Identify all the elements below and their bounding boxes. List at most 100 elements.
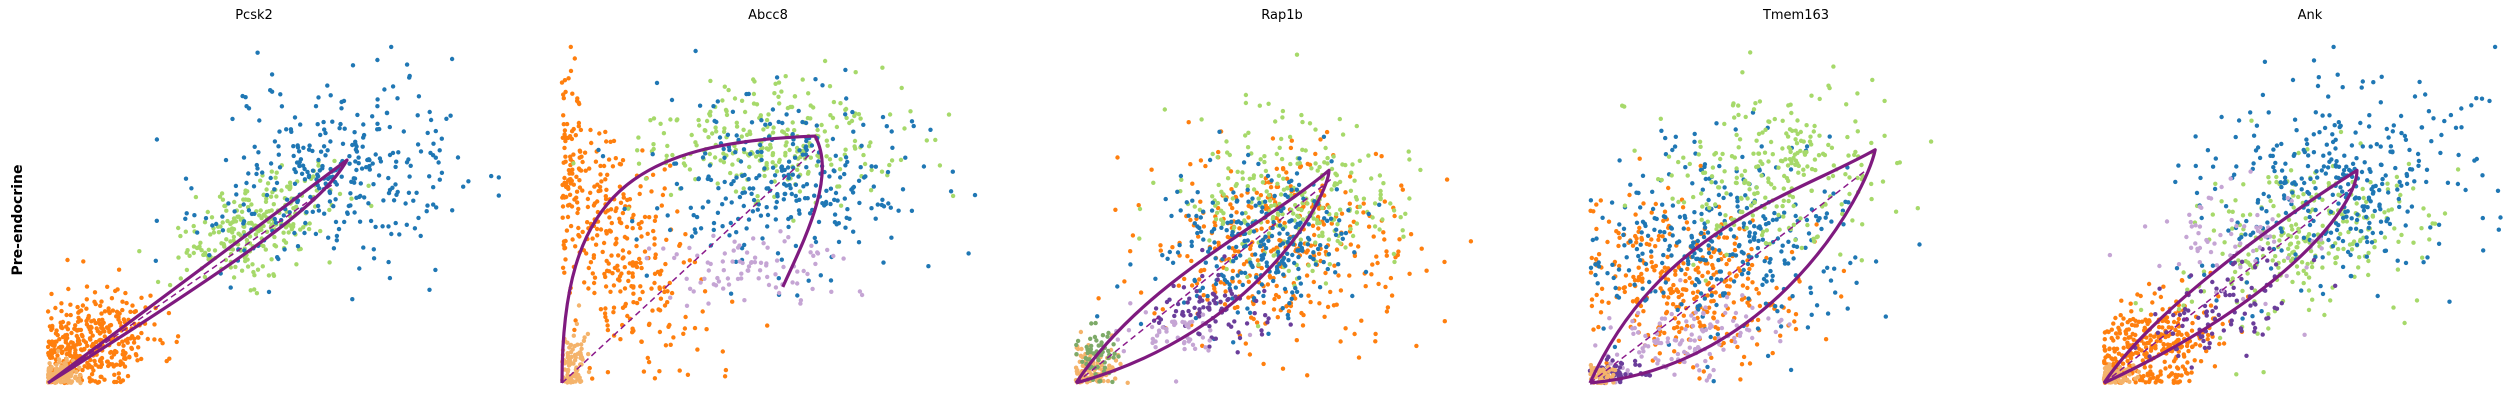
data-point (2116, 325, 2121, 330)
data-point (564, 181, 569, 186)
data-point (771, 125, 776, 130)
data-point (670, 152, 675, 158)
data-point (622, 286, 628, 291)
data-point (781, 130, 787, 135)
data-point (376, 173, 382, 178)
data-point (1632, 148, 1637, 153)
data-point (1765, 353, 1771, 359)
data-point (596, 147, 601, 153)
data-point (617, 219, 623, 225)
data-point (1787, 296, 1792, 301)
data-point (666, 324, 671, 329)
data-point (373, 152, 378, 157)
data-point (1197, 314, 1202, 319)
data-point (806, 278, 811, 283)
data-point (1169, 213, 1174, 219)
data-point (124, 300, 129, 306)
data-point (1300, 323, 1306, 328)
data-point (281, 238, 287, 243)
data-point (1594, 292, 1599, 298)
data-point (1280, 241, 1286, 246)
data-point (350, 63, 356, 68)
data-point (202, 250, 208, 255)
data-point (2162, 359, 2167, 364)
data-point (696, 117, 701, 123)
data-point (1792, 152, 1798, 157)
data-point (1257, 103, 1263, 108)
data-point (1195, 224, 1200, 229)
data-point (1313, 127, 1318, 132)
data-point (1230, 275, 1235, 281)
data-point (1201, 237, 1206, 242)
data-point (195, 230, 200, 235)
data-point (790, 132, 795, 137)
data-point (1684, 220, 1690, 225)
data-point (1266, 193, 1272, 198)
data-point (258, 178, 263, 183)
data-point (581, 338, 587, 343)
data-point (77, 365, 82, 370)
data-point (705, 260, 710, 265)
data-point (1733, 127, 1738, 132)
data-point (1228, 169, 1234, 174)
data-point (110, 362, 115, 367)
data-point (1218, 280, 1224, 285)
data-point (375, 97, 380, 102)
data-point (1652, 227, 1657, 232)
data-point (2185, 360, 2190, 365)
data-point (1895, 160, 1900, 166)
data-point (1716, 185, 1721, 190)
data-point (1652, 268, 1657, 273)
data-point (218, 224, 223, 229)
data-point (1632, 358, 1638, 364)
data-point (345, 211, 350, 216)
data-point (306, 147, 312, 152)
data-point (390, 84, 396, 89)
data-point (1291, 211, 1296, 216)
data-point (618, 337, 623, 342)
data-point (330, 119, 335, 124)
data-point (806, 91, 811, 96)
data-point (436, 160, 441, 165)
data-point (564, 228, 570, 233)
data-point (59, 301, 64, 306)
data-point (2197, 343, 2203, 348)
data-point (640, 148, 645, 153)
data-point (828, 186, 834, 191)
data-point (1088, 349, 1093, 355)
data-point (704, 327, 709, 332)
data-point (687, 167, 693, 172)
data-point (1247, 310, 1253, 315)
data-point (1737, 333, 1743, 338)
data-point (774, 199, 779, 205)
data-point (1238, 221, 1244, 226)
data-point (1279, 208, 1284, 214)
data-point (1791, 222, 1797, 227)
data-point (752, 79, 757, 84)
data-point (832, 212, 838, 217)
data-point (1747, 361, 1753, 366)
data-point (1790, 194, 1796, 200)
data-point (1307, 162, 1313, 167)
data-point (1588, 198, 1594, 203)
data-point (1373, 151, 1379, 157)
data-point (1235, 350, 1240, 355)
data-point (759, 149, 764, 155)
data-point (1719, 179, 1725, 184)
data-point (1130, 233, 1136, 238)
data-point (1804, 217, 1810, 223)
data-point (2141, 373, 2146, 379)
data-point (889, 235, 894, 240)
data-point (1280, 226, 1286, 232)
data-point (603, 129, 608, 135)
data-point (1294, 338, 1300, 343)
data-point (741, 203, 746, 209)
data-point (723, 367, 729, 373)
data-point (1287, 134, 1293, 140)
data-point (321, 119, 326, 125)
data-point (1670, 233, 1675, 238)
data-point (223, 157, 229, 163)
data-point (1237, 335, 1243, 341)
data-point (751, 197, 757, 203)
data-point (1662, 265, 1668, 270)
